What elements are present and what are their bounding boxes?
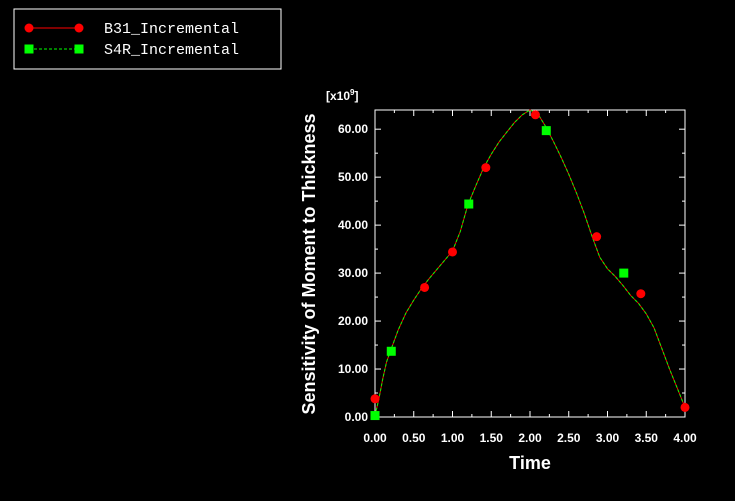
data-point-circle	[680, 402, 690, 412]
legend-marker-s4r	[24, 44, 34, 54]
data-point-circle	[481, 163, 491, 173]
x-tick-label: 3.50	[635, 431, 659, 445]
legend-box	[13, 8, 282, 70]
data-point-circle	[592, 232, 602, 242]
x-tick-label: 0.00	[363, 431, 387, 445]
data-point-square	[464, 199, 474, 209]
legend-label-s4r: S4R_Incremental	[104, 42, 239, 59]
data-point-square	[619, 268, 629, 278]
axis-ticks: 0.00 0.50 1.00 1.50 2.00 2.50 3.00 3.50 4.00 0.00…	[338, 110, 697, 445]
y-tick-label: 20.00	[338, 314, 368, 328]
data-point-square	[370, 411, 380, 421]
x-axis-title: Time	[509, 453, 551, 473]
data-point-square	[541, 126, 551, 136]
y-tick-label: 40.00	[338, 218, 368, 232]
legend-marker-b31-end	[74, 23, 84, 33]
y-axis-title: Sensitivity of Moment to Thickness	[299, 113, 319, 414]
y-multiplier-end: ]	[354, 89, 358, 103]
y-tick-label: 30.00	[338, 266, 368, 280]
y-tick-label: 0.00	[345, 410, 369, 424]
legend-item-b31: B31_Incremental	[24, 21, 239, 38]
legend-marker-b31	[24, 23, 34, 33]
y-tick-label: 60.00	[338, 122, 368, 136]
x-tick-label: 1.00	[441, 431, 465, 445]
x-tick-label: 4.00	[673, 431, 697, 445]
legend-label-b31: B31_Incremental	[104, 21, 239, 38]
y-multiplier-label: [x109]	[326, 88, 358, 103]
data-point-circle	[448, 247, 457, 257]
y-tick-label: 10.00	[338, 362, 368, 376]
x-tick-label: 1.50	[480, 431, 504, 445]
series-lines	[374, 109, 686, 416]
y-multiplier-exponent: 9	[350, 88, 355, 97]
legend-item-s4r: S4R_Incremental	[24, 42, 239, 59]
data-point-circle	[420, 282, 430, 292]
x-tick-label: 0.50	[402, 431, 426, 445]
y-multiplier-base: [x10	[326, 89, 350, 103]
data-point-circle	[530, 110, 540, 120]
series-line-1	[374, 109, 686, 416]
data-point-circle	[636, 289, 646, 299]
legend-marker-s4r-end	[74, 44, 84, 54]
data-point-square	[386, 346, 396, 356]
x-tick-label: 3.00	[596, 431, 620, 445]
series-markers	[370, 110, 690, 421]
legend: B31_Incremental S4R_Incremental	[13, 8, 282, 70]
x-tick-label: 2.50	[557, 431, 581, 445]
x-tick-label: 2.00	[518, 431, 542, 445]
data-point-circle	[370, 394, 380, 404]
y-tick-label: 50.00	[338, 170, 368, 184]
